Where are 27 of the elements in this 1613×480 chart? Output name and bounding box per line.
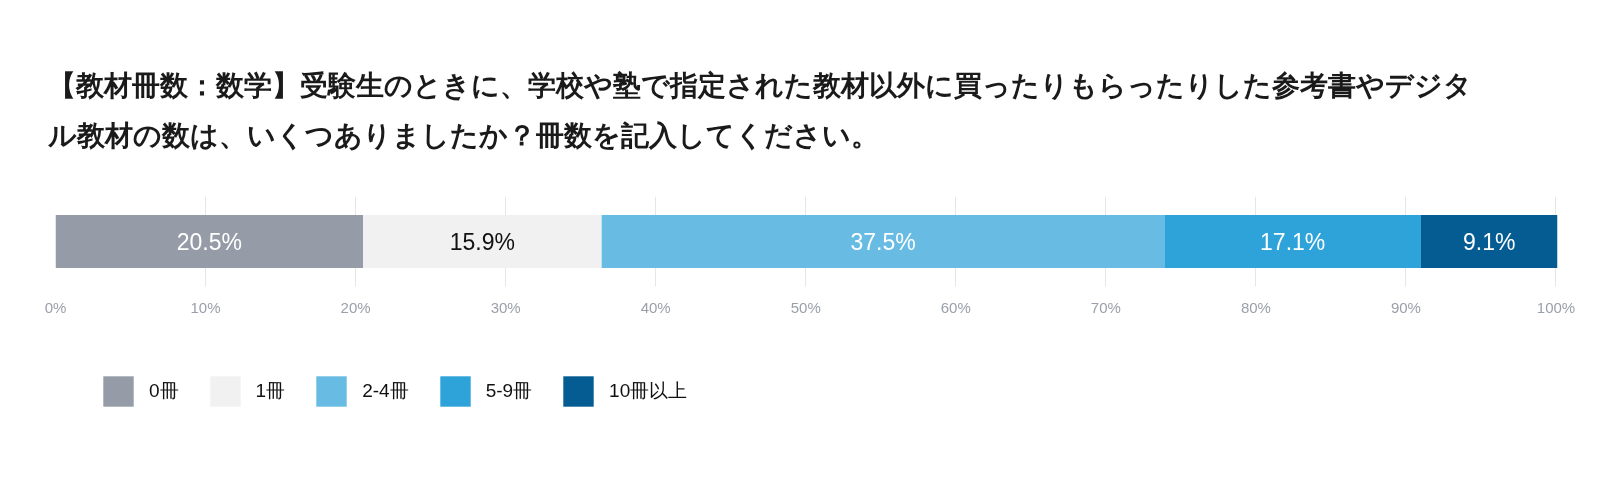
x-tick-label: 70% bbox=[1090, 298, 1121, 316]
x-tick-label: 20% bbox=[340, 298, 371, 316]
x-tick-label: 100% bbox=[1536, 298, 1576, 316]
x-tick-label: 30% bbox=[490, 298, 521, 316]
data-label: 37.5% bbox=[850, 228, 916, 255]
legend-label: 2-4冊 bbox=[362, 379, 409, 403]
data-label: 9.1% bbox=[1463, 228, 1516, 255]
chart-title: 【教材冊数：数学】受験生のときに、学校や塾で指定された教材以外に買ったりもらったりした参考書やデジタル教材の数は、いくつありましたか？冊数を記入してください。 bbox=[46, 68, 1472, 152]
data-label: 15.9% bbox=[449, 228, 515, 255]
legend-label: 1冊 bbox=[255, 379, 286, 403]
bar bbox=[1164, 214, 1421, 269]
bar bbox=[55, 214, 364, 269]
x-tick-label: 80% bbox=[1240, 298, 1271, 316]
bar bbox=[363, 214, 602, 269]
bar bbox=[601, 214, 1165, 269]
x-tick-label: 60% bbox=[940, 298, 971, 316]
legend-label: 10冊以上 bbox=[609, 379, 688, 403]
data-label: 17.1% bbox=[1260, 228, 1326, 255]
legend-label: 0冊 bbox=[149, 379, 179, 403]
legend-label: 5-9冊 bbox=[485, 379, 533, 403]
x-tick-label: 40% bbox=[640, 298, 671, 316]
x-tick-label: 50% bbox=[790, 298, 821, 316]
x-tick-label: 0% bbox=[44, 298, 67, 316]
x-tick-label: 90% bbox=[1390, 298, 1421, 316]
bar bbox=[1420, 214, 1558, 269]
x-tick-label: 10% bbox=[190, 298, 221, 316]
data-label: 20.5% bbox=[176, 228, 242, 255]
